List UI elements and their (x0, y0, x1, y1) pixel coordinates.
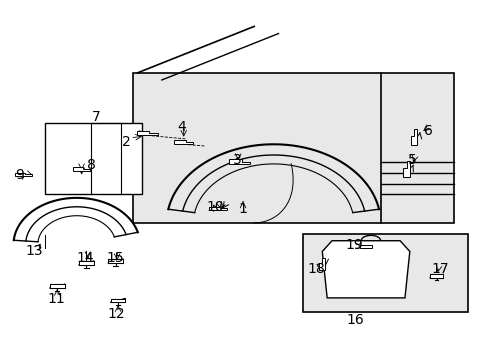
Text: 6: 6 (423, 124, 432, 138)
Text: 16: 16 (346, 313, 364, 327)
Text: 17: 17 (430, 262, 448, 276)
Text: 7: 7 (92, 111, 101, 125)
Text: 11: 11 (47, 292, 64, 306)
Polygon shape (403, 161, 409, 177)
Polygon shape (73, 167, 90, 171)
Bar (50, 284, 64, 288)
Bar (429, 274, 442, 278)
Polygon shape (136, 131, 158, 135)
FancyBboxPatch shape (302, 234, 467, 312)
Text: 10: 10 (206, 200, 224, 214)
Bar (45, 123, 142, 194)
Bar (79, 261, 94, 265)
Text: 13: 13 (25, 244, 43, 258)
Text: 5: 5 (407, 153, 416, 167)
Polygon shape (208, 207, 226, 210)
Text: 14: 14 (77, 251, 94, 265)
Polygon shape (322, 241, 409, 298)
Bar (360, 244, 371, 248)
FancyBboxPatch shape (132, 73, 453, 223)
Text: 3: 3 (232, 153, 241, 167)
Text: 18: 18 (307, 262, 325, 276)
Polygon shape (15, 172, 32, 176)
Bar (111, 298, 125, 302)
Polygon shape (228, 159, 250, 164)
Polygon shape (410, 129, 416, 145)
Text: 15: 15 (106, 251, 124, 265)
Text: 4: 4 (177, 120, 185, 134)
Text: 8: 8 (87, 158, 96, 172)
Polygon shape (319, 257, 324, 270)
Text: 2: 2 (122, 135, 131, 149)
Polygon shape (174, 140, 193, 144)
Text: 19: 19 (345, 238, 362, 252)
Bar (108, 259, 122, 263)
Text: 1: 1 (238, 202, 247, 216)
Text: 9: 9 (16, 168, 24, 182)
Text: 12: 12 (107, 307, 125, 321)
